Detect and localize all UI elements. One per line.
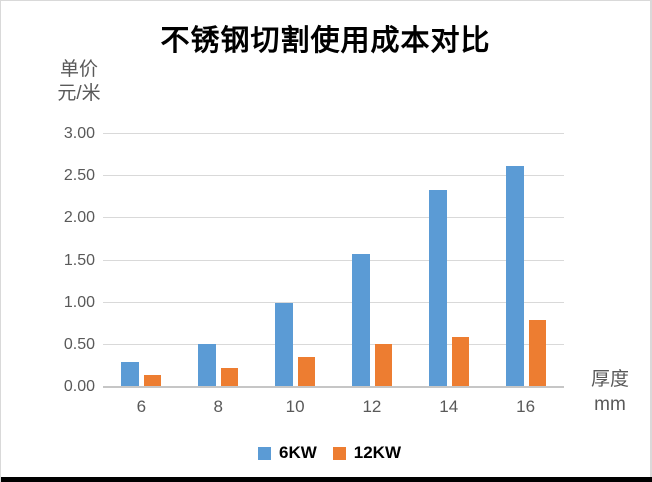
y-tick-label-1.00: 1.00 — [63, 293, 95, 311]
bar-6kw-8mm — [198, 343, 217, 386]
x-axis-line — [103, 386, 564, 388]
gridline-2.00 — [103, 217, 564, 219]
gridline-3.00 — [103, 133, 564, 134]
x-axis-unit-line2: mm — [594, 393, 626, 415]
y-axis-unit-label: 单价 元/米 — [47, 58, 111, 106]
x-tick-label-6mm: 6 — [136, 397, 147, 416]
bar-6kw-10mm — [275, 302, 294, 386]
bar-12kw-8mm — [221, 368, 239, 386]
y-tick-label-2.00: 2.00 — [63, 209, 95, 227]
x-tick-label-10mm: 10 — [285, 397, 305, 416]
bar-12kw-12mm — [374, 343, 392, 386]
x-tick-label-14mm: 14 — [439, 397, 459, 416]
gridline-2.50 — [103, 175, 564, 177]
plot-area — [103, 133, 564, 388]
legend-swatch-12kw — [332, 446, 346, 460]
bar-6kw-14mm — [428, 190, 447, 386]
legend-label-6kw: 6KW — [278, 443, 317, 462]
x-axis-unit-label: 厚度 mm — [581, 368, 639, 417]
y-axis-unit-line2: 元/米 — [57, 82, 101, 104]
legend: 6KW 12KW — [103, 442, 564, 464]
gridline-1.00 — [103, 301, 564, 303]
y-tick-label-3.00: 3.00 — [63, 125, 95, 142]
bar-6kw-12mm — [351, 254, 370, 386]
bottom-edge-bar — [1, 477, 652, 482]
gridline-1.50 — [103, 259, 564, 261]
bar-12kw-6mm — [144, 375, 162, 386]
y-axis-unit-line1: 单价 — [59, 59, 98, 80]
y-tick-label-2.50: 2.50 — [63, 167, 95, 185]
chart-title: 不锈钢切割使用成本对比 — [160, 25, 491, 57]
bar-12kw-14mm — [451, 337, 469, 386]
y-tick-label-0.00: 0.00 — [63, 378, 95, 395]
x-tick-label-12mm: 12 — [362, 397, 382, 416]
bar-6kw-6mm — [121, 362, 140, 386]
legend-label-12kw: 12KW — [353, 443, 401, 462]
bar-6kw-16mm — [505, 165, 524, 386]
y-tick-label-1.50: 1.50 — [63, 251, 95, 269]
y-tick-label-0.50: 0.50 — [63, 335, 95, 353]
bar-12kw-16mm — [528, 320, 546, 386]
gridline-0.50 — [103, 343, 564, 345]
x-tick-label-8mm: 8 — [213, 397, 223, 416]
x-tick-label-16mm: 16 — [516, 397, 536, 416]
x-axis-unit-line1: 厚度 — [590, 369, 629, 390]
legend-swatch-6kw — [257, 446, 271, 460]
bar-12kw-10mm — [298, 357, 316, 386]
